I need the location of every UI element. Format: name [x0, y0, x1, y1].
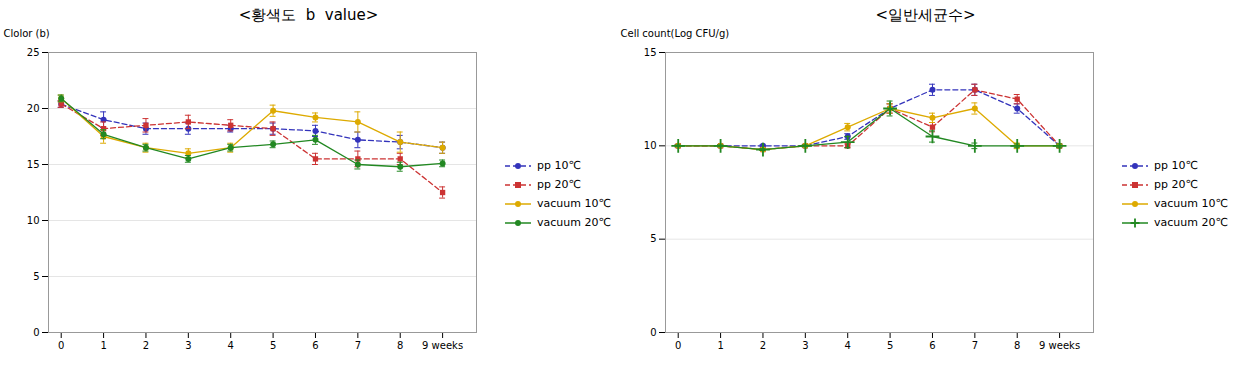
svg-text:3: 3: [185, 340, 191, 351]
svg-text:0: 0: [58, 340, 64, 351]
svg-text:Clolor (b): Clolor (b): [4, 28, 50, 39]
html-text:pp 10℃: pp 10℃: [537, 159, 581, 172]
svg-text:5: 5: [33, 271, 39, 282]
svg-text:2: 2: [143, 340, 149, 351]
svg-text:1: 1: [717, 340, 723, 351]
svg-text:9 weeks: 9 weeks: [422, 340, 463, 351]
svg-text:5: 5: [270, 340, 276, 351]
svg-text:6: 6: [929, 340, 935, 351]
html-text:<일반세균수>: <일반세균수>: [875, 6, 976, 24]
svg-text:15: 15: [644, 47, 657, 58]
svg-text:2: 2: [760, 340, 766, 351]
html-text:vacuum 20℃: vacuum 20℃: [537, 216, 611, 229]
svg-text:9 weeks: 9 weeks: [1039, 340, 1080, 351]
svg-text:0: 0: [33, 327, 39, 338]
html-text:vacuum 20℃: vacuum 20℃: [1154, 216, 1228, 229]
svg-text:4: 4: [228, 340, 234, 351]
svg-text:0: 0: [650, 327, 656, 338]
svg-text:20: 20: [27, 103, 40, 114]
svg-text:3: 3: [802, 340, 808, 351]
svg-text:1: 1: [100, 340, 106, 351]
svg-text:6: 6: [312, 340, 318, 351]
html-text:pp 20℃: pp 20℃: [1154, 178, 1198, 191]
html-text:<황색도 b value>: <황색도 b value>: [238, 6, 379, 24]
svg-text:15: 15: [27, 159, 40, 170]
svg-text:5: 5: [650, 233, 656, 244]
html-text:vacuum 10℃: vacuum 10℃: [1154, 197, 1228, 210]
html-text:pp 20℃: pp 20℃: [537, 178, 581, 191]
svg-text:4: 4: [845, 340, 851, 351]
html-text:vacuum 10℃: vacuum 10℃: [537, 197, 611, 210]
svg-text:7: 7: [355, 340, 361, 351]
html-text:pp 10℃: pp 10℃: [1154, 159, 1198, 172]
svg-text:Cell count(Log CFU/g): Cell count(Log CFU/g): [621, 28, 730, 39]
svg-text:8: 8: [1014, 340, 1020, 351]
svg-text:0: 0: [675, 340, 681, 351]
svg-text:10: 10: [27, 215, 40, 226]
svg-text:10: 10: [644, 140, 657, 151]
svg-text:8: 8: [397, 340, 403, 351]
svg-text:5: 5: [887, 340, 893, 351]
svg-text:7: 7: [972, 340, 978, 351]
svg-text:25: 25: [27, 47, 40, 58]
